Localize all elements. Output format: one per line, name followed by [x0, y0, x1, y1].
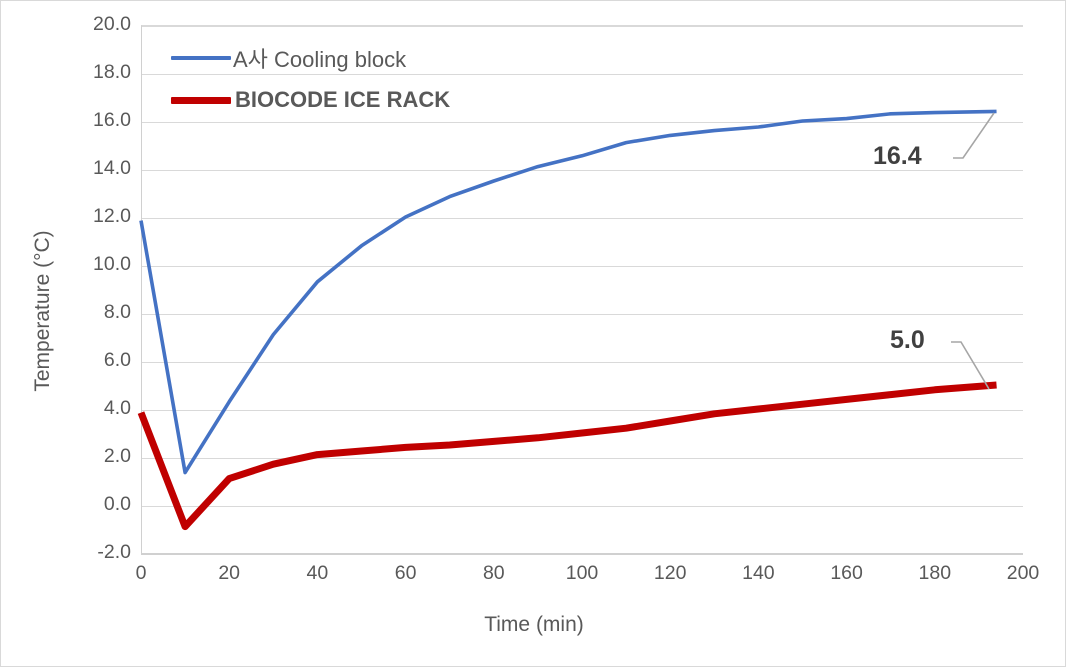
- legend-item-ice-rack: BIOCODE ICE RACK: [171, 79, 450, 121]
- x-axis-tick-label: 120: [653, 562, 687, 584]
- y-axis-tick-label: 18.0: [93, 61, 131, 83]
- x-axis-tick-labels: 0 20 40 60 80 100 120 140 160 180 200: [1, 562, 1067, 594]
- x-axis-tick-label: 100: [565, 562, 599, 584]
- x-axis-tick-label: 0: [135, 562, 147, 584]
- y-axis-tick-label: 12.0: [93, 205, 131, 227]
- x-axis-tick-label: 80: [482, 562, 505, 584]
- gridline: [142, 554, 1023, 555]
- gridline: [142, 218, 1023, 219]
- gridline: [142, 170, 1023, 171]
- y-axis-tick-labels: -2.0 0.0 2.0 4.0 6.0 8.0 10.0 12.0 14.0 16.0 18.0 2…: [53, 1, 131, 601]
- y-axis-tick-label: 6.0: [103, 349, 131, 371]
- legend-swatch-icon-blue: [171, 56, 231, 60]
- y-axis-tick-label: 10.0: [93, 253, 131, 275]
- gridline: [142, 410, 1023, 411]
- y-axis-tick-label: 8.0: [103, 301, 131, 323]
- legend-item-cooling-block: A사 Cooling block: [171, 37, 450, 79]
- gridline: [142, 506, 1023, 507]
- y-axis-tick-label: 2.0: [103, 445, 131, 467]
- x-axis-tick-label: 180: [918, 562, 952, 584]
- leader-line-blue: [953, 112, 995, 159]
- legend-label-ice-rack: BIOCODE ICE RACK: [235, 87, 451, 112]
- y-axis-tick-label: -2.0: [97, 541, 131, 563]
- y-axis-tick-label: 20.0: [93, 13, 131, 35]
- x-axis-tick-label: 40: [306, 562, 329, 584]
- gridline: [142, 74, 1023, 75]
- x-axis-tick-label: 20: [218, 562, 241, 584]
- data-label-red-end: 5.0: [890, 326, 925, 354]
- series-line-ice-rack: [137, 381, 997, 531]
- x-axis-tick-label: 60: [394, 562, 417, 584]
- plot-area: [141, 25, 1023, 555]
- data-label-blue-end: 16.4: [873, 142, 922, 170]
- x-axis-tick-label: 140: [742, 562, 775, 584]
- y-axis-tick-label: 16.0: [93, 109, 131, 131]
- gridline: [142, 314, 1023, 315]
- y-axis-tick-label: 4.0: [103, 397, 131, 419]
- legend-swatch-icon-red: [171, 96, 231, 104]
- x-axis-tick-label: 200: [1006, 562, 1040, 584]
- gridline: [142, 362, 1023, 363]
- x-axis-title: Time (min): [484, 613, 584, 636]
- chart-legend: A사 Cooling block BIOCODE ICE RACK: [171, 37, 450, 121]
- legend-label-cooling-block: A사 Cooling block: [233, 47, 407, 72]
- gridline: [142, 458, 1023, 459]
- series-line-cooling-block: [139, 109, 997, 475]
- y-axis-tick-label: 0.0: [103, 493, 131, 515]
- gridline: [142, 26, 1023, 27]
- gridline: [142, 122, 1023, 123]
- x-axis-line: [141, 553, 1023, 555]
- leader-line-red: [951, 341, 990, 390]
- gridlines: [142, 26, 1023, 555]
- y-axis-tick-label: 14.0: [93, 157, 131, 179]
- gridline: [142, 266, 1023, 267]
- x-axis-tick-label: 160: [830, 562, 863, 584]
